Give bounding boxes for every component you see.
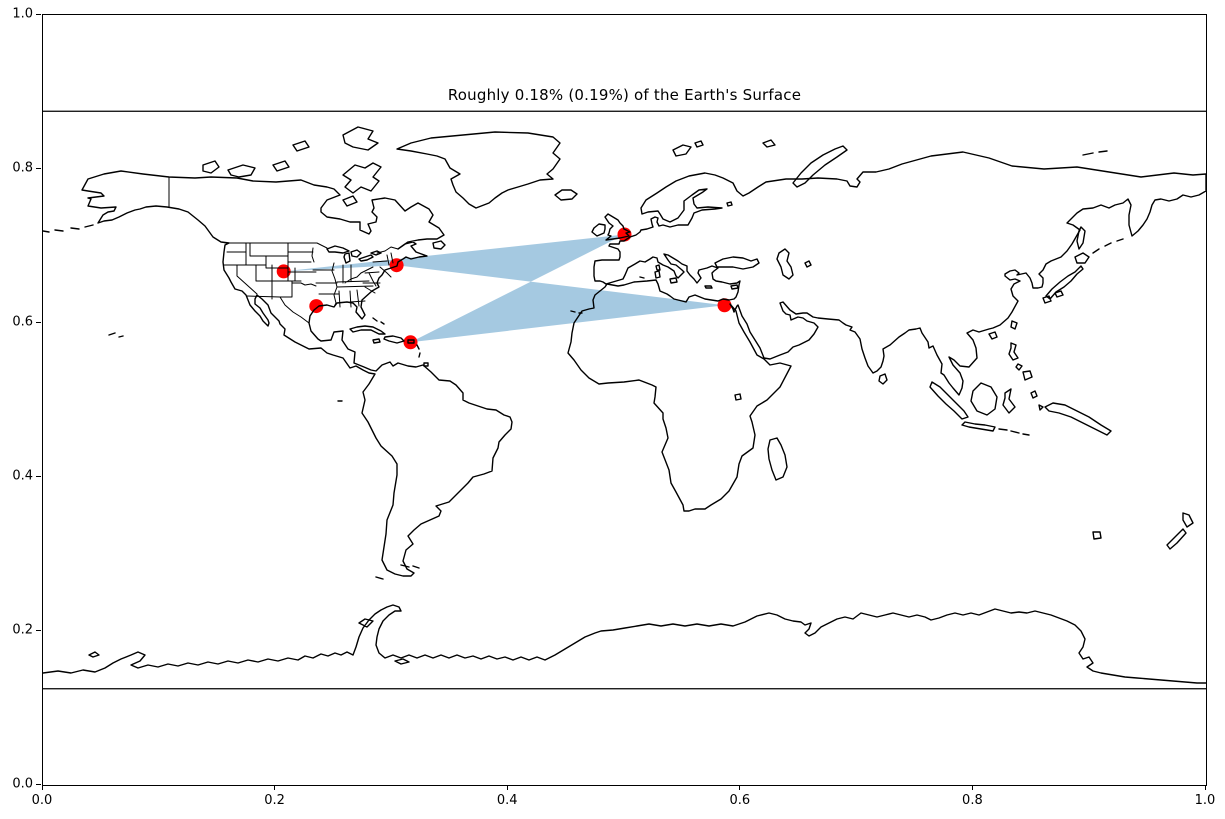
y-tick-mark	[36, 783, 41, 785]
city-marker	[717, 298, 732, 313]
y-tick-mark	[36, 13, 41, 15]
surface-polygon	[283, 234, 725, 343]
y-tick-label: 0.8	[12, 160, 33, 176]
x-tick-mark	[274, 785, 276, 790]
x-tick-mark	[506, 785, 508, 790]
arctic-islands	[202, 126, 382, 207]
americas-coast	[81, 170, 513, 577]
x-tick-label: 0.6	[729, 793, 751, 808]
y-tick-mark	[36, 475, 41, 477]
x-tick-mark	[1204, 785, 1206, 790]
y-tick-label: 0.4	[12, 468, 33, 484]
y-tick-label: 0.0	[12, 776, 33, 792]
x-tick-mark	[41, 785, 43, 790]
islands	[43, 139, 1194, 580]
x-tick-mark	[739, 785, 741, 790]
x-tick-label: 0.4	[496, 793, 518, 808]
x-tick-label: 0.0	[31, 793, 53, 808]
y-tick-label: 1.0	[12, 6, 33, 22]
greenland-coast	[396, 131, 561, 209]
x-tick-label: 0.2	[264, 793, 285, 808]
lakes	[326, 201, 812, 401]
world-map-svg	[43, 110, 1206, 690]
y-tick-label: 0.2	[12, 622, 33, 638]
x-tick-label: 0.8	[962, 793, 983, 808]
plot-area: Roughly 0.18% (0.19%) of the Earth's Sur…	[42, 14, 1207, 786]
coastlines	[43, 126, 1206, 684]
y-tick-mark	[36, 629, 41, 631]
y-tick-mark	[36, 167, 41, 169]
antarctica-coast	[43, 604, 1206, 684]
us-state-borders	[168, 176, 399, 324]
y-tick-mark	[36, 321, 41, 323]
y-tick-label: 0.6	[12, 314, 33, 330]
x-tick-mark	[971, 785, 973, 790]
city-marker	[276, 264, 291, 279]
chart-title: Roughly 0.18% (0.19%) of the Earth's Sur…	[447, 86, 802, 104]
city-marker	[309, 299, 324, 314]
afro-eurasia-coast	[567, 151, 1206, 512]
x-tick-label: 1.0	[1194, 793, 1216, 808]
